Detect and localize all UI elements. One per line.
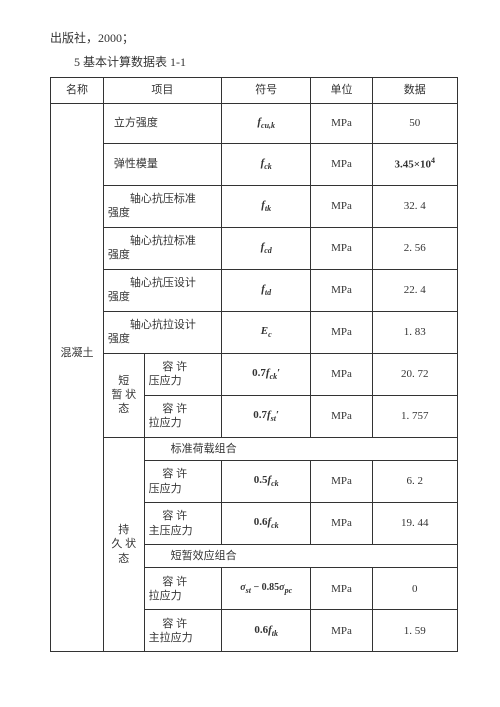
item-cell: 轴心抗拉标准强度 (103, 227, 221, 269)
data-cell: 1. 83 (372, 311, 458, 353)
col-symbol: 符号 (221, 77, 311, 103)
symbol-cell: 0.6fck (221, 503, 311, 545)
table-row: 持 久 状 态 标准荷载组合 (51, 437, 458, 460)
data-cell: 2. 56 (372, 227, 458, 269)
item-cell: 容 许拉应力 (144, 568, 221, 610)
item-cell: 轴心抗压设计强度 (103, 269, 221, 311)
symbol-cell: ftk (221, 185, 311, 227)
long-state-cell: 持 久 状 态 (103, 437, 144, 652)
table-row: 轴心抗拉设计强度 Ec MPa 1. 83 (51, 311, 458, 353)
item-cell: 容 许主拉应力 (144, 610, 221, 652)
col-unit: 单位 (311, 77, 372, 103)
item-cell: 弹性模量 (103, 143, 221, 185)
symbol-cell: fck (221, 143, 311, 185)
item-cell: 轴心抗压标准强度 (103, 185, 221, 227)
data-cell: 1. 59 (372, 610, 458, 652)
item-cell: 容 许拉应力 (144, 395, 221, 437)
unit-cell: MPa (311, 143, 372, 185)
unit-cell: MPa (311, 610, 372, 652)
data-cell: 1. 757 (372, 395, 458, 437)
unit-cell: MPa (311, 568, 372, 610)
item-cell: 容 许压应力 (144, 461, 221, 503)
data-cell: 22. 4 (372, 269, 458, 311)
short-state-cell: 短 暂 状 态 (103, 353, 144, 437)
item-cell: 立方强度 (103, 103, 221, 143)
unit-cell: MPa (311, 353, 372, 395)
unit-cell: MPa (311, 269, 372, 311)
table-row: 短 暂 状 态 容 许压应力 0.7fck′ MPa 20. 72 (51, 353, 458, 395)
material-cell: 混凝土 (51, 395, 104, 652)
col-item: 项目 (103, 77, 221, 103)
table-row: 轴心抗拉标准强度 fcd MPa 2. 56 (51, 227, 458, 269)
symbol-cell: 0.7fck′ (221, 353, 311, 395)
symbol-cell: σst − 0.85σpc (221, 568, 311, 610)
symbol-cell: Ec (221, 311, 311, 353)
data-cell: 19. 44 (372, 503, 458, 545)
unit-cell: MPa (311, 395, 372, 437)
table-row: 轴心抗压设计强度 ftd MPa 22. 4 (51, 269, 458, 311)
item-cell: 容 许主压应力 (144, 503, 221, 545)
table-row: 轴心抗压标准强度 ftk MPa 32. 4 (51, 185, 458, 227)
data-cell: 20. 72 (372, 353, 458, 395)
symbol-cell: 0.5fck (221, 461, 311, 503)
table-header-row: 名称 项目 符号 单位 数据 (51, 77, 458, 103)
symbol-cell: fcd (221, 227, 311, 269)
page-source-line: 出版社，2000； (50, 28, 458, 48)
item-cell: 容 许压应力 (144, 353, 221, 395)
unit-cell: MPa (311, 185, 372, 227)
item-cell: 轴心抗拉设计强度 (103, 311, 221, 353)
group-header: 标准荷载组合 (144, 437, 457, 460)
symbol-cell: fcu,k (221, 103, 311, 143)
table-row: 弹性模量 fck MPa 3.45×104 (51, 143, 458, 185)
unit-cell: MPa (311, 103, 372, 143)
data-cell: 0 (372, 568, 458, 610)
symbol-cell: ftd (221, 269, 311, 311)
unit-cell: MPa (311, 503, 372, 545)
data-cell: 6. 2 (372, 461, 458, 503)
col-name: 名称 (51, 77, 104, 103)
group-header: 短暂效应组合 (144, 545, 457, 568)
symbol-cell: 0.6ftk (221, 610, 311, 652)
data-cell: 3.45×104 (372, 143, 458, 185)
unit-cell: MPa (311, 461, 372, 503)
data-table: 名称 项目 符号 单位 数据 立方强度 fcu,k MPa 50 弹性模量 fc… (50, 77, 458, 653)
data-cell: 32. 4 (372, 185, 458, 227)
symbol-cell: 0.7fst′ (221, 395, 311, 437)
data-cell: 50 (372, 103, 458, 143)
col-data: 数据 (372, 77, 458, 103)
unit-cell: MPa (311, 311, 372, 353)
table-caption: 5 基本计算数据表 1-1 (50, 52, 458, 72)
table-row: 立方强度 fcu,k MPa 50 (51, 103, 458, 143)
unit-cell: MPa (311, 227, 372, 269)
